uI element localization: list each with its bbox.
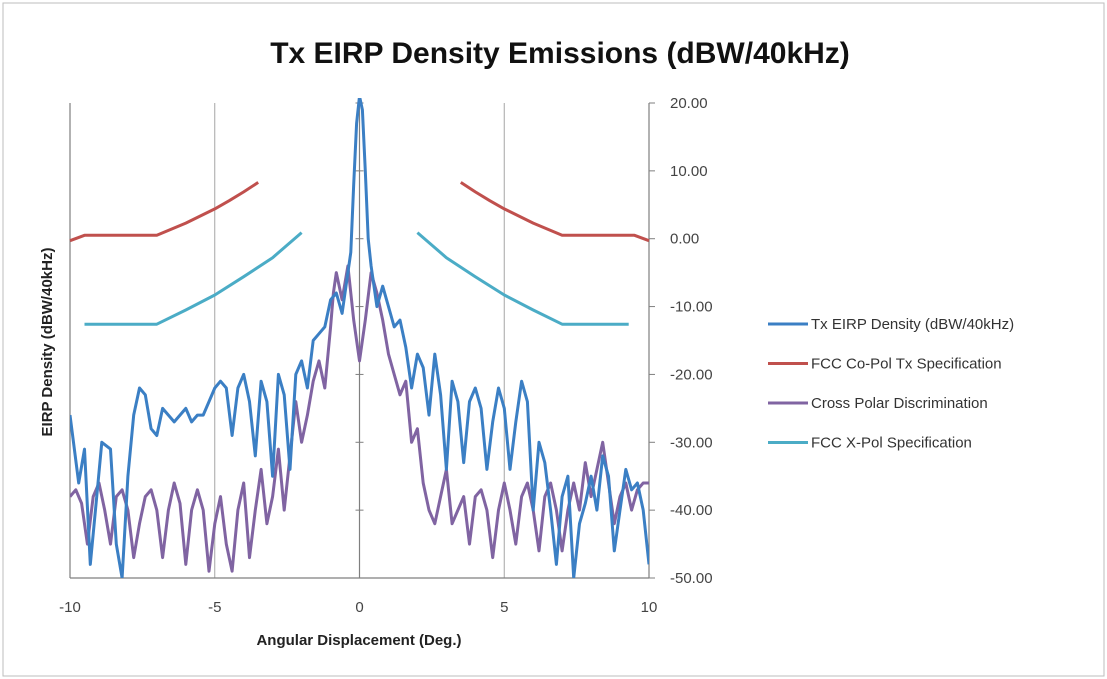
y-axis-title: EIRP Density (dBW/40kHz) (39, 248, 56, 437)
series-line-fcc-co-pol-tx-specification (459, 181, 650, 243)
y-tick-label: 0.00 (670, 231, 699, 248)
series-layer (69, 98, 650, 578)
legend-label-tx-eirp-density-dbw-40khz: Tx EIRP Density (dBW/40kHz) (811, 316, 1014, 333)
series-line-cross-polar-discrimination (70, 264, 649, 573)
legend-label-fcc-co-pol-tx-specification: FCC Co-Pol Tx Specification (811, 356, 1002, 373)
y-tick-label: 10.00 (670, 163, 708, 180)
x-tick-label: -10 (59, 599, 81, 616)
legend-label-cross-polar-discrimination: Cross Polar Discrimination (811, 395, 988, 412)
legend-label-fcc-x-pol-specification: FCC X-Pol Specification (811, 435, 972, 452)
y-tick-label: -50.00 (670, 570, 713, 587)
x-tick-label: 5 (500, 599, 508, 616)
legend: Tx EIRP Density (dBW/40kHz) FCC Co-Pol Tx… (768, 316, 1014, 452)
x-tick-label: -5 (208, 599, 221, 616)
y-tick-label: 20.00 (670, 95, 708, 112)
y-tick-labels: 20.00 10.00 0.00 -10.00 -20.00 -30.00 -40.00 -5… (670, 95, 713, 587)
series-line-fcc-x-pol-specification (416, 231, 629, 326)
y-tick-label: -20.00 (670, 366, 713, 383)
y-tick-label: -10.00 (670, 299, 713, 316)
series-line-fcc-x-pol-specification (84, 231, 303, 326)
chart-title: Tx EIRP Density Emissions (dBW/40kHz) (270, 37, 850, 70)
series-line-tx-eirp-density-dbw-40khz (70, 98, 649, 578)
x-tick-label: 10 (641, 599, 658, 616)
axes (69, 102, 655, 579)
series-line-fcc-co-pol-tx-specification (69, 181, 260, 243)
x-tick-label: 0 (355, 599, 363, 616)
x-tick-labels: -10 -5 0 5 10 (59, 599, 657, 616)
y-tick-label: -40.00 (670, 502, 713, 519)
x-axis-title: Angular Displacement (Deg.) (256, 632, 461, 649)
y-tick-label: -30.00 (670, 434, 713, 451)
